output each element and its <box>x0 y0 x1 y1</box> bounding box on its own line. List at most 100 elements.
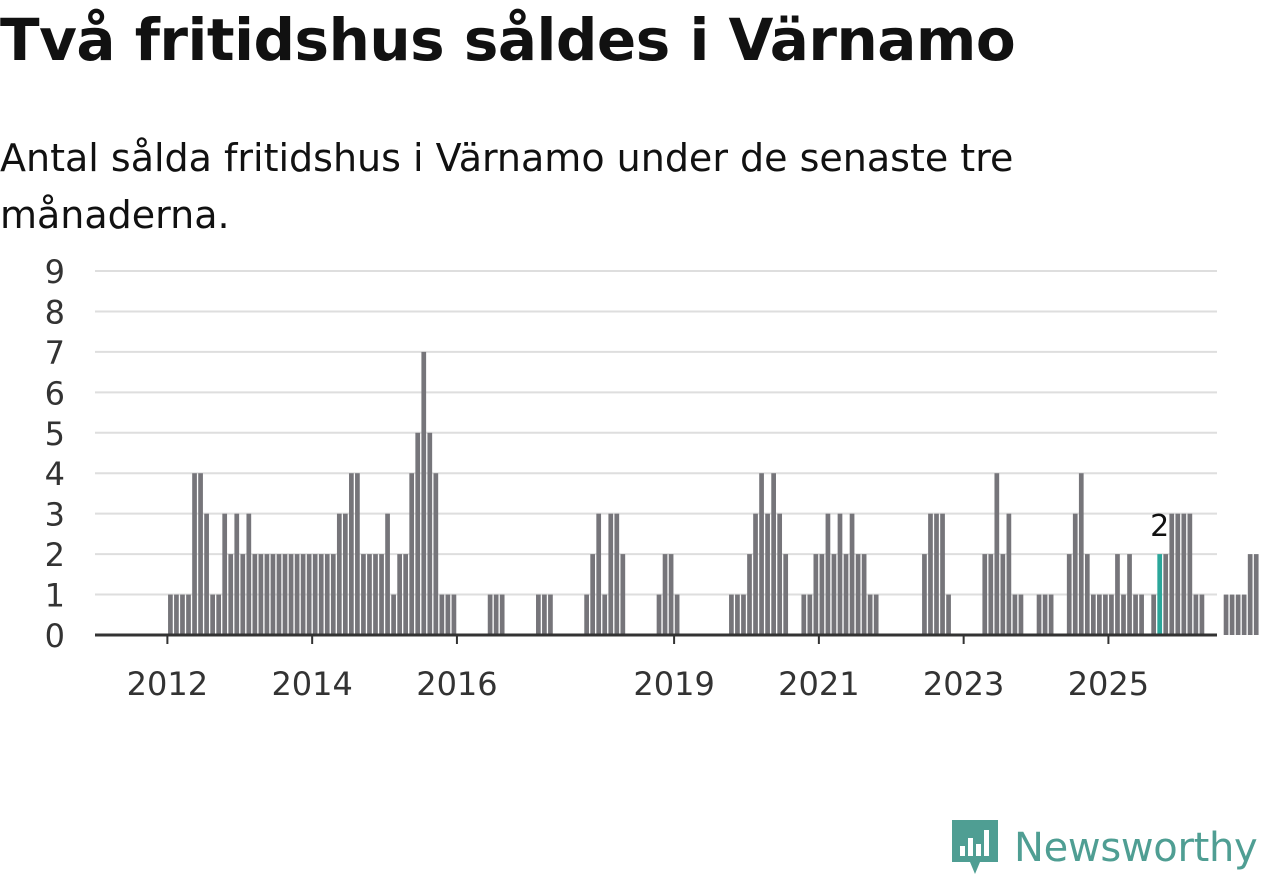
bar <box>994 473 1000 635</box>
bar <box>855 554 861 635</box>
x-tick-label: 2014 <box>271 665 352 703</box>
bar <box>451 594 457 635</box>
bar <box>596 513 602 635</box>
bar <box>813 554 819 635</box>
bar <box>330 554 336 635</box>
chart-title: Två fritidshus såldes i Värnamo <box>0 6 1016 74</box>
bar <box>922 554 927 635</box>
bar <box>349 473 354 635</box>
bar <box>493 594 499 635</box>
bar <box>674 594 680 635</box>
bar <box>222 513 228 635</box>
brand-name: Newsworthy <box>1014 825 1258 871</box>
y-tick-label: 5 <box>45 415 65 453</box>
bar <box>614 513 620 635</box>
bar <box>204 513 209 635</box>
bar <box>433 473 439 635</box>
bar <box>270 554 276 635</box>
bar <box>849 513 855 635</box>
bar <box>934 513 939 635</box>
bar <box>186 594 191 635</box>
bar <box>294 554 300 635</box>
bar <box>373 554 378 635</box>
bar <box>759 473 764 635</box>
x-tick-label: 2012 <box>127 665 208 703</box>
bar <box>1223 594 1229 635</box>
bar <box>1127 554 1132 635</box>
bar <box>771 473 776 635</box>
bar <box>168 594 173 635</box>
bar <box>276 554 282 635</box>
bar <box>837 513 843 635</box>
bar <box>355 473 360 635</box>
bar <box>1084 554 1090 635</box>
bar <box>1175 513 1181 635</box>
bar <box>342 513 348 635</box>
bar <box>397 554 402 635</box>
bar <box>234 513 240 635</box>
bar <box>403 554 409 635</box>
bar <box>1241 594 1247 635</box>
bar <box>385 513 390 635</box>
bar <box>1090 594 1096 635</box>
highlight-data-label: 2 <box>1150 509 1169 544</box>
bar <box>1247 554 1253 635</box>
bar <box>1235 594 1241 635</box>
bar <box>988 554 994 635</box>
bar <box>777 513 783 635</box>
newsworthy-logo[interactable]: Newsworthy <box>950 818 1258 878</box>
bar <box>982 554 988 635</box>
bar <box>336 513 342 635</box>
bar <box>548 594 553 635</box>
bar <box>282 554 288 635</box>
bar <box>1018 594 1024 635</box>
bar <box>1103 594 1108 635</box>
bar <box>843 554 849 635</box>
y-tick-label: 6 <box>45 374 65 412</box>
bar <box>807 594 813 635</box>
bar <box>300 554 306 635</box>
bar <box>1121 594 1126 635</box>
bar <box>940 513 945 635</box>
bar <box>536 594 541 635</box>
bar <box>1169 513 1175 635</box>
bar <box>542 594 547 635</box>
bar <box>741 594 746 635</box>
x-tick-label: 2025 <box>1068 665 1149 703</box>
bar <box>1193 594 1199 635</box>
bar <box>620 554 626 635</box>
bar <box>1199 594 1205 635</box>
bar <box>1042 594 1048 635</box>
y-tick-label: 0 <box>45 617 65 655</box>
bar <box>1187 513 1193 635</box>
bars <box>168 351 1259 635</box>
bar <box>361 554 366 635</box>
bar <box>729 594 734 635</box>
bar <box>801 594 807 635</box>
bar <box>288 554 294 635</box>
bar <box>264 554 270 635</box>
axes <box>95 633 1217 644</box>
bar <box>306 554 312 635</box>
bar <box>1072 513 1078 635</box>
bar <box>246 513 252 635</box>
x-tick-label: 2016 <box>416 665 497 703</box>
bar <box>324 554 330 635</box>
bar <box>825 513 831 635</box>
bar <box>1109 594 1114 635</box>
bar <box>1133 594 1138 635</box>
bar <box>602 594 608 635</box>
y-tick-label: 8 <box>45 293 65 331</box>
bar <box>198 473 203 635</box>
bar <box>584 594 589 635</box>
bar <box>668 554 674 635</box>
bar <box>318 554 324 635</box>
bar <box>783 554 789 635</box>
bar <box>867 594 873 635</box>
x-tick-label: 2019 <box>633 665 714 703</box>
bar <box>946 594 951 635</box>
bar <box>499 594 505 635</box>
bar <box>379 554 384 635</box>
bar <box>391 594 396 635</box>
